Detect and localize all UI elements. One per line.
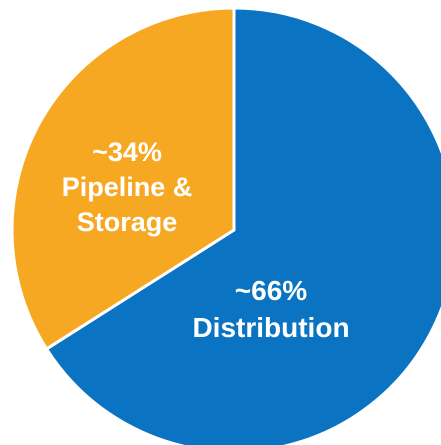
slice-label-pipeline-percent: ~34% [92,137,162,167]
pie-slices [10,6,441,445]
slice-label-pipeline-line1: Pipeline & [62,172,193,202]
pie-slice-distribution [45,6,441,445]
pie-slice-pipeline-storage [10,6,236,351]
slice-label-distribution-name: Distribution [192,312,349,343]
slice-label-distribution-percent: ~66% [235,275,307,306]
slice-label-pipeline-line2: Storage [77,207,178,237]
